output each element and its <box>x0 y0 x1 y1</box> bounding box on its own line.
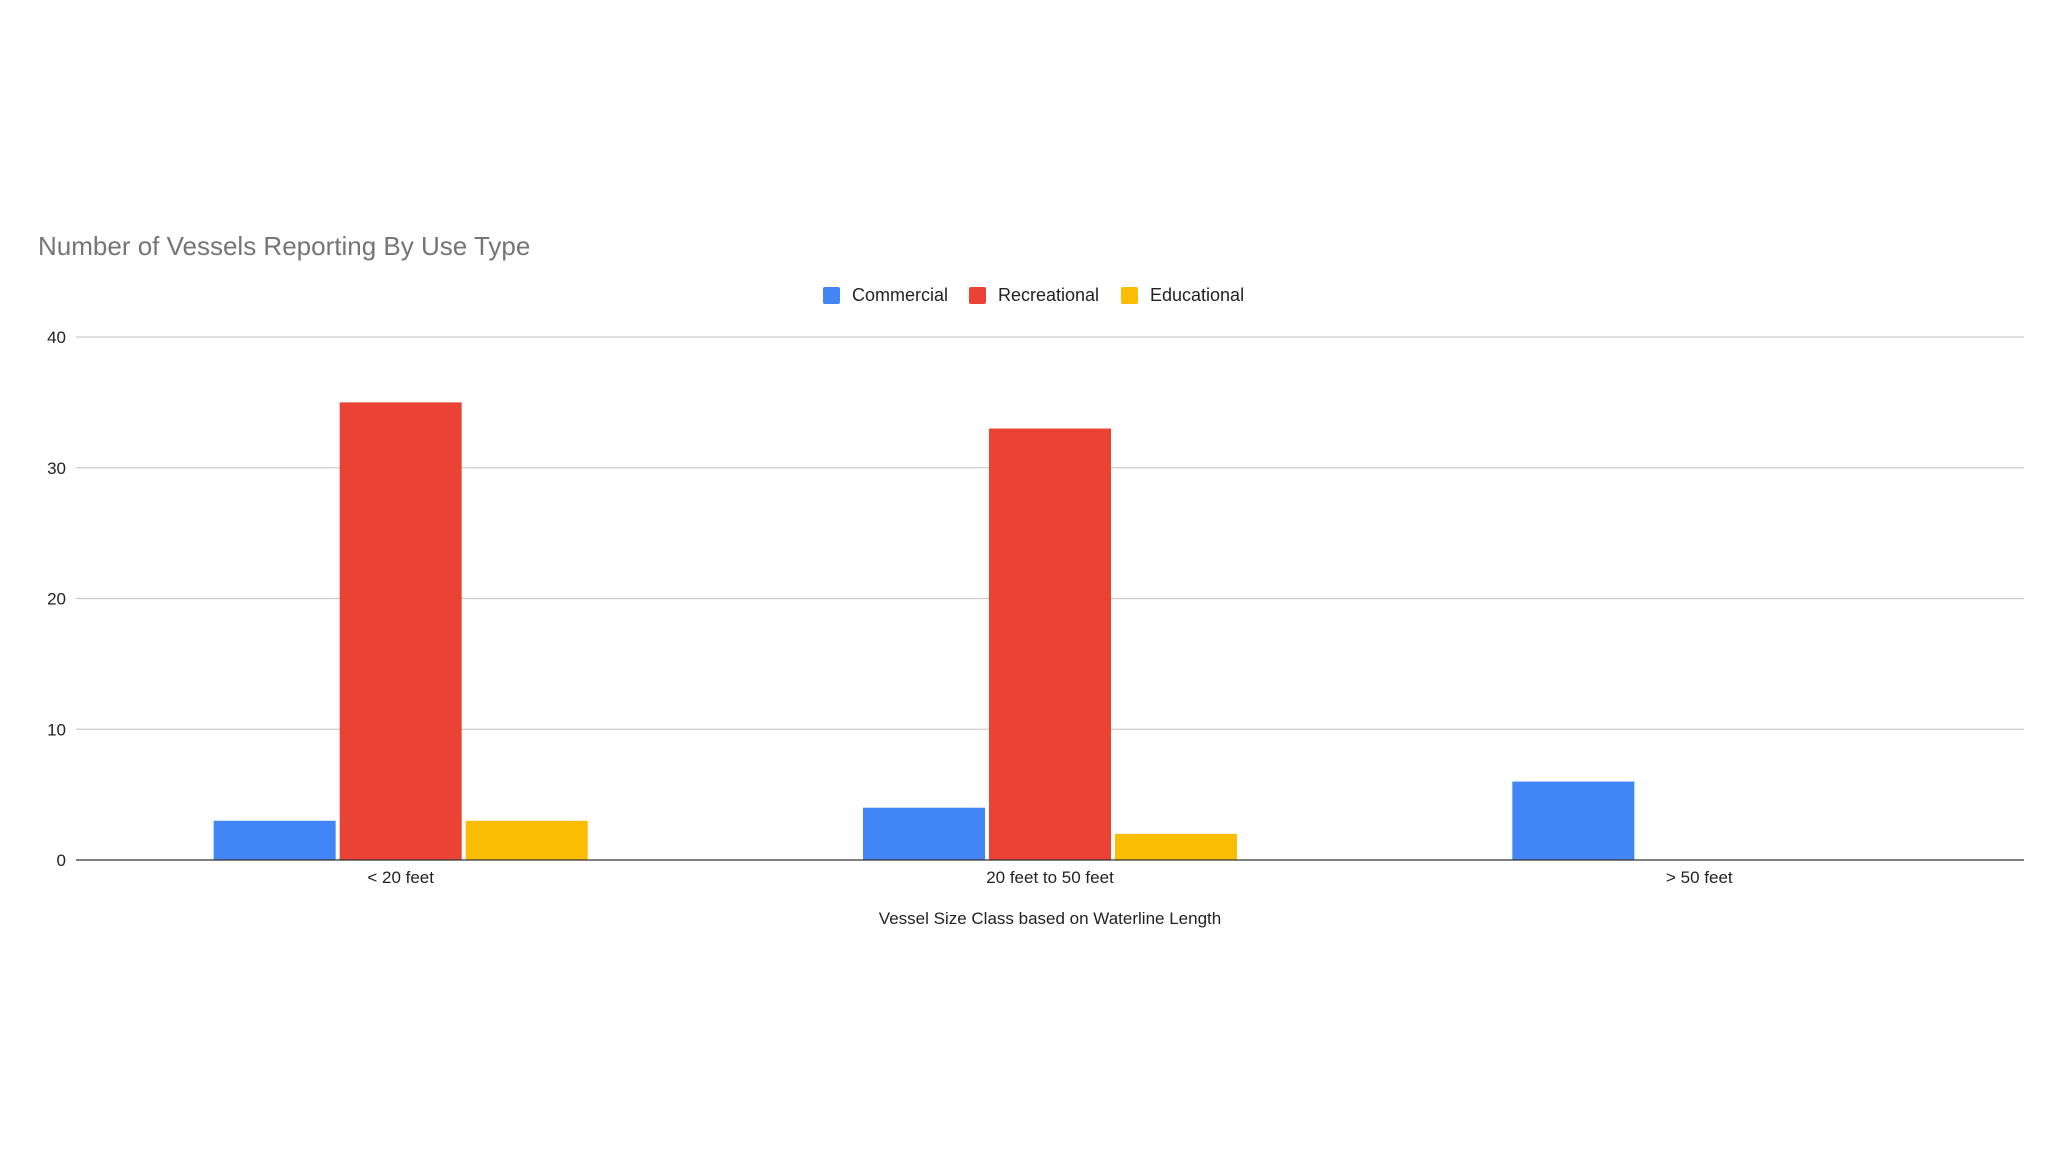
y-tick-label: 10 <box>47 720 66 739</box>
legend-label-commercial: Commercial <box>852 285 948 305</box>
x-tick-label: 20 feet to 50 feet <box>986 868 1114 887</box>
legend: Commercial Recreational Educational <box>823 285 1244 305</box>
x-tick-label: > 50 feet <box>1666 868 1733 887</box>
chart-title: Number of Vessels Reporting By Use Type <box>38 231 530 261</box>
y-tick-label: 0 <box>57 851 66 870</box>
bar-recreational-0 <box>339 402 462 860</box>
legend-swatch-commercial <box>823 287 840 304</box>
bar-recreational-1 <box>989 428 1111 860</box>
y-axis-ticks: 0 10 20 30 40 <box>47 328 66 870</box>
legend-label-educational: Educational <box>1150 285 1244 305</box>
bar-commercial-1 <box>863 807 985 860</box>
bar-commercial-0 <box>213 820 336 860</box>
bar-commercial-2 <box>1512 781 1635 860</box>
x-axis-ticks: < 20 feet 20 feet to 50 feet > 50 feet <box>367 868 1733 887</box>
y-tick-label: 20 <box>47 590 66 609</box>
x-tick-label: < 20 feet <box>367 868 434 887</box>
x-axis-title: Vessel Size Class based on Waterline Len… <box>879 909 1221 928</box>
bar-educational-0 <box>465 820 588 860</box>
y-tick-label: 40 <box>47 328 66 347</box>
bar-educational-1 <box>1115 833 1237 860</box>
legend-swatch-educational <box>1121 287 1138 304</box>
bars <box>213 402 1635 860</box>
legend-label-recreational: Recreational <box>998 285 1099 305</box>
y-tick-label: 30 <box>47 459 66 478</box>
legend-swatch-recreational <box>969 287 986 304</box>
